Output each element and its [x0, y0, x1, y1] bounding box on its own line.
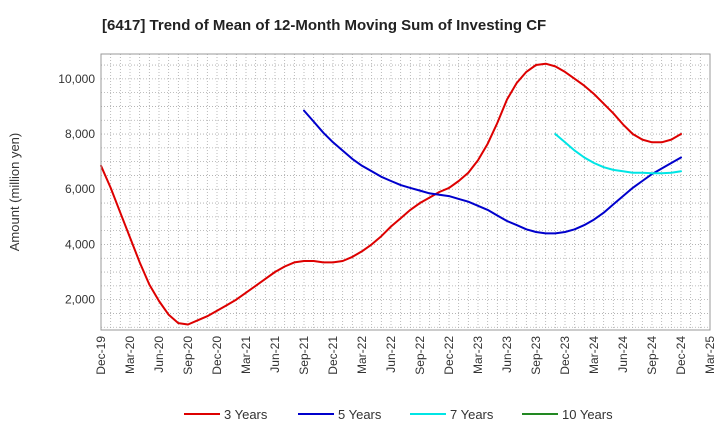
- y-axis-label: Amount (million yen): [7, 133, 22, 252]
- x-tick-label: Jun-23: [500, 336, 514, 373]
- x-tick-label: Jun-22: [384, 336, 398, 373]
- x-tick-label: Dec-22: [442, 336, 456, 375]
- y-tick-label: 10,000: [58, 72, 95, 86]
- x-tick-label: Sep-24: [645, 336, 659, 375]
- legend: 3 Years 5 Years 7 Years 10 Years: [184, 407, 613, 422]
- chart-title: [6417] Trend of Mean of 12-Month Moving …: [102, 17, 546, 34]
- legend-label: 7 Years: [450, 407, 494, 422]
- x-tick-label: Sep-21: [297, 336, 311, 375]
- legend-label: 5 Years: [338, 407, 382, 422]
- x-tick-label: Dec-21: [326, 336, 340, 375]
- grid: [101, 54, 710, 330]
- x-tick-label: Jun-21: [268, 336, 282, 373]
- plot-area-border: [100, 53, 711, 331]
- x-tick-label: Jun-20: [152, 336, 166, 373]
- x-tick-label: Dec-24: [674, 336, 688, 375]
- x-tick-label: Mar-21: [239, 336, 253, 374]
- x-tick-label: Mar-22: [355, 336, 369, 374]
- series-line-7-years: [554, 133, 682, 175]
- x-tick-label: Jun-24: [616, 336, 630, 373]
- y-tick-label: 2,000: [65, 293, 95, 307]
- x-tick-label: Dec-20: [210, 336, 224, 375]
- x-tick-label: Dec-23: [558, 336, 572, 375]
- y-tick-label: 4,000: [65, 237, 95, 251]
- legend-label: 10 Years: [562, 407, 613, 422]
- series-layer: [100, 62, 682, 326]
- y-axis-ticks: 2,000 4,000 6,000 8,000 10,000: [58, 72, 95, 307]
- y-tick-label: 8,000: [65, 127, 95, 141]
- y-tick-label: 6,000: [65, 182, 95, 196]
- x-tick-label: Mar-24: [587, 336, 601, 374]
- x-tick-label: Sep-22: [413, 336, 427, 375]
- x-tick-label: Mar-25: [703, 336, 717, 374]
- legend-label: 3 Years: [224, 407, 268, 422]
- x-tick-label: Mar-23: [471, 336, 485, 374]
- x-axis-ticks: Dec-19 Mar-20 Jun-20 Sep-20 Dec-20 Mar-21 Jun-…: [94, 336, 717, 375]
- series-line-3-years: [100, 62, 682, 326]
- x-tick-label: Dec-19: [94, 336, 108, 375]
- series-line-5-years: [303, 109, 682, 235]
- x-tick-label: Sep-20: [181, 336, 195, 375]
- x-tick-label: Mar-20: [123, 336, 137, 374]
- x-tick-label: Sep-23: [529, 336, 543, 375]
